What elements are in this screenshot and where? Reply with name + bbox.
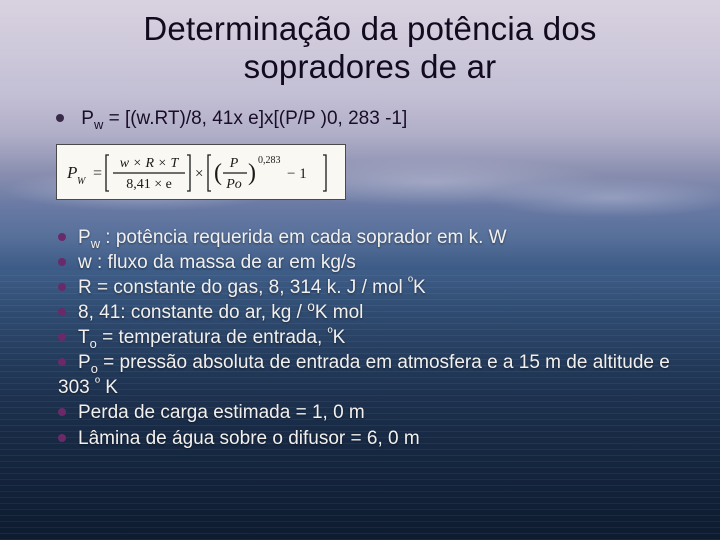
slide-ocean-bg: Determinação da potência dos sopradores … — [0, 0, 720, 540]
d1-rest: : potência requerida em cada soprador em… — [100, 227, 507, 248]
d1-sub: w — [91, 236, 100, 251]
bullet-icon — [56, 114, 64, 122]
def-line-7: Perda de carga estimada = 1, 0 m — [58, 400, 684, 425]
f-num: w × R × T — [120, 156, 180, 171]
f-eq: = — [93, 165, 102, 182]
d3-pre: R = constante do gas, 8, 314 k. J / mol — [78, 277, 408, 298]
d6-sub: o — [91, 361, 98, 376]
formula-image: P W = w × R × T 8,41 × e × ( P — [56, 144, 346, 200]
f-lhs-W: W — [77, 176, 87, 187]
bullet-icon — [58, 408, 66, 416]
def-line-6: Po = pressão absoluta de entrada em atmo… — [58, 350, 684, 400]
d5-mid: = temperatura de entrada, — [97, 327, 328, 348]
f-lbracket1 — [106, 155, 109, 191]
equation-text-line: Pw = [(w.RT)/8, 41x e]x[(P/P )0, 283 -1] — [56, 108, 684, 130]
eq-lhs-sub: w — [94, 117, 103, 132]
bullet-icon — [58, 233, 66, 241]
slide-title: Determinação da potência dos sopradores … — [56, 10, 684, 86]
f-exp: 0,283 — [258, 155, 281, 166]
def-line-3: R = constante do gas, 8, 314 k. J / mol … — [58, 275, 684, 300]
slide-content: Determinação da potência dos sopradores … — [0, 0, 720, 451]
f-lbracket2 — [208, 155, 211, 191]
f-tail: − 1 — [287, 166, 307, 182]
d4-pre: 8, 41: constante do ar, kg / — [78, 302, 307, 323]
d5-deg: º — [328, 325, 333, 340]
eq-text-rest: = [(w.RT)/8, 41x e]x[(P/P )0, 283 -1] — [109, 108, 408, 129]
def-line-1: Pw : potência requerida em cada soprador… — [58, 225, 684, 250]
bullet-icon — [58, 333, 66, 341]
formula-svg: P W = w × R × T 8,41 × e × ( P — [67, 151, 335, 195]
f-rbracket2 — [323, 155, 326, 191]
d5-sub: o — [90, 336, 97, 351]
f-times: × — [195, 166, 203, 182]
def-line-4: 8, 41: constante do ar, kg / oK mol — [58, 300, 684, 325]
bullet-icon — [58, 434, 66, 442]
d6-pre: P — [78, 352, 91, 373]
d7-text: Perda de carga estimada = 1, 0 m — [78, 402, 365, 423]
f-ratio-den: Po — [225, 177, 242, 192]
f-rparen: ) — [248, 160, 256, 186]
d4-post: K mol — [315, 302, 364, 323]
f-ratio-num: P — [229, 156, 239, 171]
d3-deg: º — [408, 274, 413, 289]
f-den: 8,41 × e — [126, 177, 172, 192]
bullet-icon — [58, 283, 66, 291]
definitions-block: Pw : potência requerida em cada soprador… — [58, 225, 684, 451]
f-lhs-P: P — [67, 163, 77, 182]
def-line-5: To = temperatura de entrada, ºK — [58, 325, 684, 350]
d5-pre: T — [78, 327, 90, 348]
d6-post: K — [100, 377, 118, 398]
bullet-icon — [58, 308, 66, 316]
d5-post: K — [333, 327, 346, 348]
d6-mid: = pressão absoluta de entrada em atmosfe… — [58, 352, 670, 398]
d2-text: w : fluxo da massa de ar em kg/s — [78, 252, 356, 273]
f-lparen: ( — [214, 160, 222, 186]
eq-lhs-var: Pw — [81, 108, 103, 129]
f-rbracket1 — [187, 155, 190, 191]
d8-text: Lâmina de água sobre o difusor = 6, 0 m — [78, 428, 420, 449]
def-line-8: Lâmina de água sobre o difusor = 6, 0 m — [58, 426, 684, 451]
d1-var: P — [78, 227, 91, 248]
def-line-2: w : fluxo da massa de ar em kg/s — [58, 250, 684, 275]
d3-post: K — [413, 277, 426, 298]
d6-deg: º — [95, 375, 100, 390]
d4-deg: o — [307, 299, 315, 314]
bullet-icon — [58, 358, 66, 366]
bullet-icon — [58, 258, 66, 266]
